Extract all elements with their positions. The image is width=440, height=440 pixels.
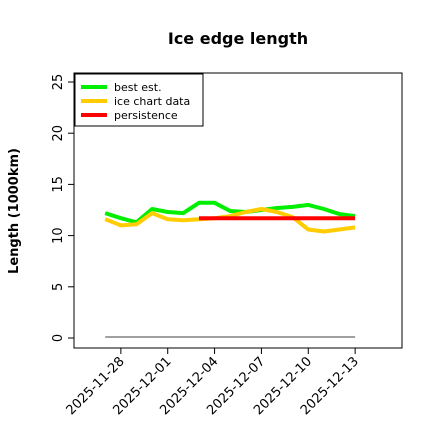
- y-tick-label: 20: [51, 125, 66, 142]
- y-axis: 0 5 10 15 20 25: [51, 74, 74, 342]
- series-line-best-est: [104, 200, 356, 225]
- legend-box: [74, 73, 204, 127]
- series-line-ice-chart-data: [104, 207, 356, 234]
- y-axis-label: Length (1000km): [7, 148, 22, 274]
- legend-label: persistence: [114, 109, 178, 122]
- x-axis: 2025-11-282025-12-012025-12-042025-12-07…: [64, 348, 362, 418]
- y-tick-label: 25: [51, 74, 66, 91]
- legend-label: best est.: [114, 81, 162, 94]
- plot-frame: [73, 72, 403, 349]
- y-tick-label: 5: [51, 283, 66, 291]
- series-layer: [104, 200, 356, 338]
- y-tick-label: 15: [51, 176, 66, 193]
- y-tick-label: 10: [51, 227, 66, 244]
- y-tick-label: 0: [51, 334, 66, 342]
- legend-label: ice chart data: [114, 95, 190, 108]
- chart-title: Ice edge length: [168, 29, 308, 48]
